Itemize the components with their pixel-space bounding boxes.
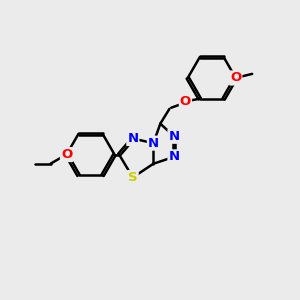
Text: N: N xyxy=(168,150,180,164)
Text: O: O xyxy=(180,95,191,109)
Text: O: O xyxy=(61,148,72,161)
Text: S: S xyxy=(128,171,138,184)
Text: N: N xyxy=(148,136,159,150)
Text: N: N xyxy=(127,132,138,145)
Text: O: O xyxy=(230,71,242,85)
Text: N: N xyxy=(168,130,180,143)
